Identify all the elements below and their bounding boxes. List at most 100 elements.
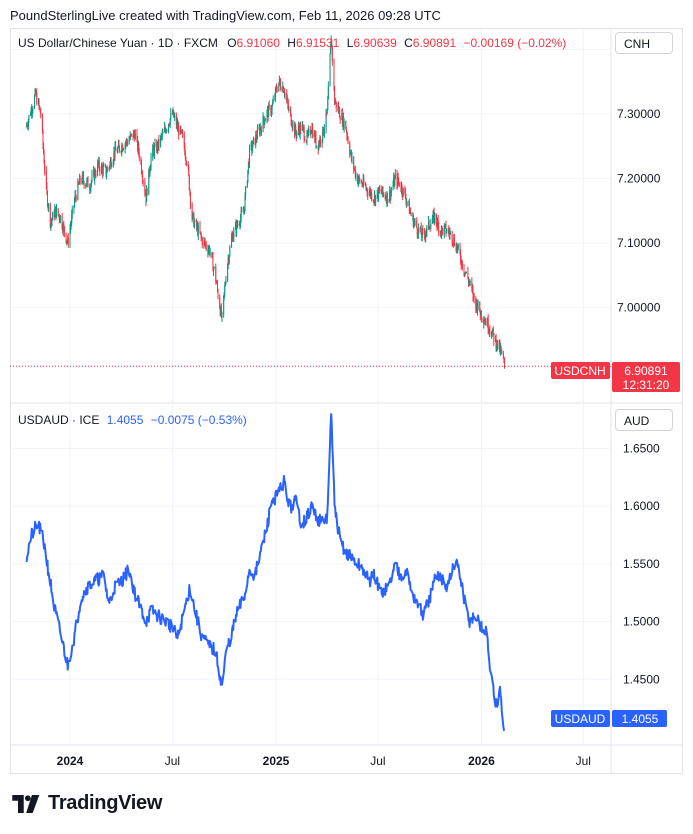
candle-body xyxy=(496,340,498,347)
candle-body xyxy=(165,129,167,133)
candle-body xyxy=(71,208,73,215)
candle-body xyxy=(69,229,71,245)
candle-body xyxy=(351,156,353,160)
candle-body xyxy=(449,231,451,233)
candle-body xyxy=(354,168,356,170)
candle-body xyxy=(338,108,340,112)
candle-body xyxy=(502,353,504,358)
candle-body xyxy=(111,165,113,167)
candle-body xyxy=(255,134,257,145)
candle-body xyxy=(74,194,76,201)
candle-body xyxy=(157,139,159,150)
candle-body xyxy=(61,215,63,229)
candle-body xyxy=(98,160,100,165)
candle-body xyxy=(467,278,469,283)
candle-body xyxy=(31,110,33,114)
candle-body xyxy=(303,128,305,140)
candle-body xyxy=(439,231,441,233)
candle-body xyxy=(457,244,459,248)
candle-body xyxy=(258,127,260,130)
candle-body xyxy=(311,127,313,132)
usdcnh-symbol[interactable]: US Dollar/Chinese Yuan · 1D · FXCM xyxy=(18,36,218,50)
candle-body xyxy=(444,224,446,226)
candle-body xyxy=(318,142,320,145)
candle-body xyxy=(117,143,119,148)
candle-body xyxy=(216,283,218,290)
candle-body xyxy=(249,146,251,165)
candle-body xyxy=(418,227,420,231)
candle-body xyxy=(124,144,126,150)
candle-body xyxy=(283,92,285,94)
candle-body xyxy=(467,271,469,279)
candle-body xyxy=(276,87,278,91)
candle-body xyxy=(448,232,450,235)
usdcnh-currency-selector[interactable]: CNH xyxy=(615,32,673,54)
candle-body xyxy=(373,200,375,202)
candle-body xyxy=(87,178,89,188)
candle-body xyxy=(390,189,392,192)
usdaud-symbol[interactable]: USDAUD · ICE xyxy=(18,413,100,427)
candle-body xyxy=(282,86,284,92)
candle-body xyxy=(406,201,408,203)
candle-body xyxy=(153,148,155,156)
candle-body xyxy=(263,120,265,125)
candle-body xyxy=(149,171,151,175)
candle-body xyxy=(316,145,318,147)
candle-body xyxy=(298,126,300,130)
usdaud-currency-selector[interactable]: AUD xyxy=(615,409,673,431)
candle-body xyxy=(300,124,302,131)
candle-body xyxy=(350,151,352,153)
candle-body xyxy=(263,116,265,121)
candle-body xyxy=(174,115,176,117)
usdaud-price-tag-bg xyxy=(612,710,667,727)
candle-body xyxy=(39,106,41,108)
candle-body xyxy=(140,158,142,162)
candle-body xyxy=(485,321,487,326)
candle-body xyxy=(113,151,115,161)
candle-body xyxy=(130,134,132,136)
candle-body xyxy=(377,187,379,199)
candle-body xyxy=(178,125,180,135)
candle-body xyxy=(333,60,335,88)
grid-lines xyxy=(10,29,611,744)
candle-body xyxy=(408,201,410,203)
candle-body xyxy=(483,321,485,324)
candle-body xyxy=(264,119,266,122)
candle-body xyxy=(122,149,124,151)
candle-body xyxy=(488,330,490,332)
candle-body xyxy=(164,126,166,130)
candle-body xyxy=(417,227,419,237)
candle-body xyxy=(234,223,236,230)
candle-body xyxy=(314,134,316,142)
candle-body xyxy=(469,281,471,284)
candle-body xyxy=(228,255,230,263)
candle-body xyxy=(375,195,377,204)
tradingview-logo[interactable]: TradingView xyxy=(12,792,162,815)
candle-body xyxy=(215,281,217,283)
candle-body xyxy=(110,159,112,167)
candle-body xyxy=(364,184,366,187)
candle-body xyxy=(55,207,57,218)
candle-body xyxy=(290,113,292,125)
candle-body xyxy=(186,162,188,164)
candle-body xyxy=(140,161,142,173)
candle-body xyxy=(112,160,114,166)
candle-body xyxy=(152,145,154,149)
candle-body xyxy=(272,99,274,104)
candle-body xyxy=(436,223,438,227)
open-value: 6.91060 xyxy=(236,36,280,50)
candle-body xyxy=(247,169,249,182)
candle-body xyxy=(215,266,217,282)
candle-body xyxy=(404,187,406,192)
candle-body xyxy=(504,361,506,367)
candle-body xyxy=(192,213,194,219)
candle-body xyxy=(252,140,254,148)
candle-body xyxy=(47,205,49,208)
x-tick-label: 2024 xyxy=(57,754,84,768)
usdcnh-ticker-tag: USDCNH xyxy=(554,364,605,378)
candle-body xyxy=(57,208,59,215)
usdaud-y-axis-ticks: 1.6500 1.6000 1.5500 1.5000 1.4500 xyxy=(623,441,660,686)
candle-body xyxy=(357,180,359,184)
candle-body xyxy=(437,219,439,227)
